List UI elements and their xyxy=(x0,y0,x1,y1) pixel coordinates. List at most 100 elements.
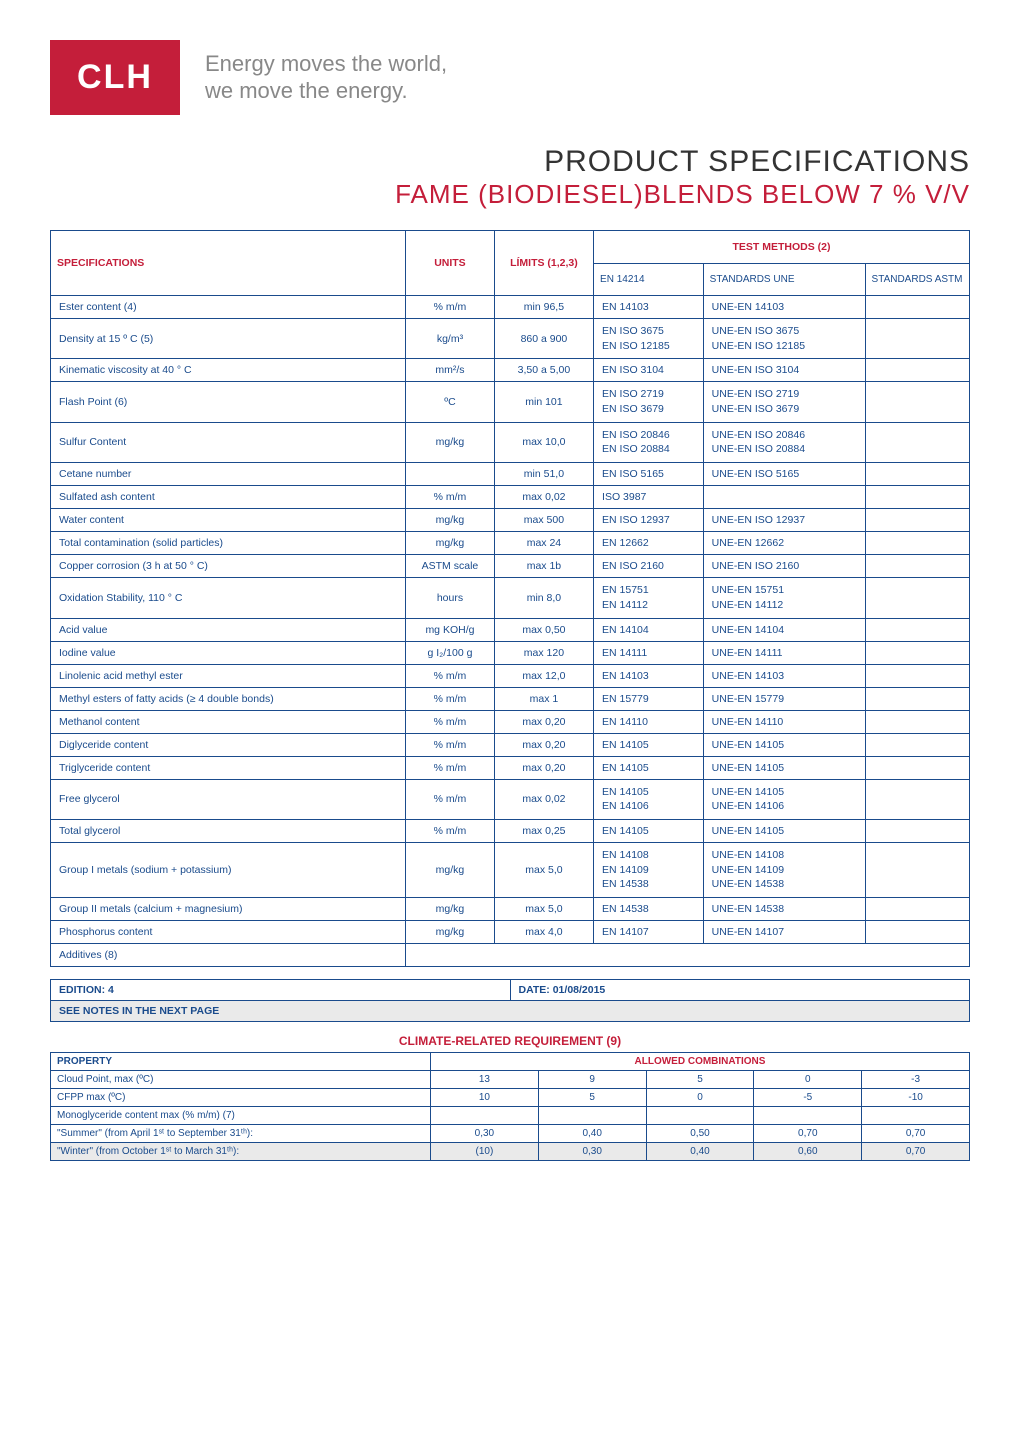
spec-cell: EN ISO 3104 xyxy=(594,359,704,382)
spec-cell: Total glycerol xyxy=(51,819,406,842)
climate-col-combinations: ALLOWED COMBINATIONS xyxy=(431,1052,970,1070)
table-row: Total contamination (solid particles)mg/… xyxy=(51,532,970,555)
spec-cell: max 0,20 xyxy=(494,710,593,733)
climate-value-cell: 0,30 xyxy=(431,1124,539,1142)
climate-value-cell: 9 xyxy=(538,1070,646,1088)
spec-cell: Methyl esters of fatty acids (≥ 4 double… xyxy=(51,687,406,710)
spec-cell xyxy=(865,532,969,555)
spec-cell: Linolenic acid methyl ester xyxy=(51,664,406,687)
spec-cell: EN 14103 xyxy=(594,296,704,319)
spec-cell: max 1b xyxy=(494,555,593,578)
climate-value-cell: 0 xyxy=(754,1070,862,1088)
spec-cell: min 8,0 xyxy=(494,578,593,618)
spec-cell: EN ISO 12937 xyxy=(594,509,704,532)
spec-cell: Oxidation Stability, 110 ° C xyxy=(51,578,406,618)
spec-cell xyxy=(865,486,969,509)
spec-cell: max 0,50 xyxy=(494,618,593,641)
climate-value-cell: 5 xyxy=(646,1070,754,1088)
spec-cell: UNE-EN 15779 xyxy=(703,687,865,710)
spec-cell: Cetane number xyxy=(51,463,406,486)
spec-cell: Group II metals (calcium + magnesium) xyxy=(51,897,406,920)
spec-cell: UNE-EN ISO 2160 xyxy=(703,555,865,578)
climate-value-cell: 13 xyxy=(431,1070,539,1088)
climate-value-cell: -5 xyxy=(754,1088,862,1106)
climate-value-cell: -3 xyxy=(862,1070,970,1088)
table-row: Oxidation Stability, 110 ° Choursmin 8,0… xyxy=(51,578,970,618)
spec-cell xyxy=(865,710,969,733)
spec-cell: ISO 3987 xyxy=(594,486,704,509)
spec-cell: Flash Point (6) xyxy=(51,382,406,422)
spec-cell: g I₂/100 g xyxy=(406,641,495,664)
spec-cell: 860 a 900 xyxy=(494,319,593,359)
spec-cell xyxy=(865,296,969,319)
tagline-line-1: Energy moves the world, xyxy=(205,51,447,77)
table-row: Density at 15 º C (5)kg/m³860 a 900EN IS… xyxy=(51,319,970,359)
col-specifications: SPECIFICATIONS xyxy=(51,231,406,296)
spec-cell: EN 14111 xyxy=(594,641,704,664)
spec-cell: max 0,02 xyxy=(494,779,593,819)
spec-cell: mg/kg xyxy=(406,920,495,943)
spec-cell: % m/m xyxy=(406,779,495,819)
climate-value-cell xyxy=(431,1106,539,1124)
spec-cell: EN 14107 xyxy=(594,920,704,943)
spec-cell xyxy=(703,486,865,509)
spec-cell: ASTM scale xyxy=(406,555,495,578)
spec-cell: max 0,20 xyxy=(494,733,593,756)
table-row: Acid valuemg KOH/gmax 0,50EN 14104UNE-EN… xyxy=(51,618,970,641)
spec-cell: max 0,02 xyxy=(494,486,593,509)
spec-cell: EN 15751EN 14112 xyxy=(594,578,704,618)
spec-cell: kg/m³ xyxy=(406,319,495,359)
table-row: Group I metals (sodium + potassium)mg/kg… xyxy=(51,842,970,897)
col-units: UNITS xyxy=(406,231,495,296)
spec-cell: max 500 xyxy=(494,509,593,532)
table-row: Total glycerol% m/mmax 0,25EN 14105UNE-E… xyxy=(51,819,970,842)
tagline-line-2: we move the energy. xyxy=(205,78,447,104)
table-row: Methyl esters of fatty acids (≥ 4 double… xyxy=(51,687,970,710)
table-row: Monoglyceride content max (% m/m) (7) xyxy=(51,1106,970,1124)
table-row: Phosphorus contentmg/kgmax 4,0EN 14107UN… xyxy=(51,920,970,943)
spec-cell: mm²/s xyxy=(406,359,495,382)
spec-cell: Water content xyxy=(51,509,406,532)
spec-cell: % m/m xyxy=(406,687,495,710)
climate-value-cell: 0 xyxy=(646,1088,754,1106)
spec-cell: UNE-EN 14103 xyxy=(703,296,865,319)
spec-cell: Ester content (4) xyxy=(51,296,406,319)
spec-cell: UNE-EN 14110 xyxy=(703,710,865,733)
spec-cell: UNE-EN 14105 xyxy=(703,756,865,779)
spec-cell: mg KOH/g xyxy=(406,618,495,641)
edition-box: EDITION: 4 DATE: 01/08/2015 SEE NOTES IN… xyxy=(50,979,970,1022)
climate-value-cell: 0,70 xyxy=(862,1142,970,1160)
climate-value-cell: -10 xyxy=(862,1088,970,1106)
spec-cell xyxy=(865,733,969,756)
spec-cell: Sulfated ash content xyxy=(51,486,406,509)
spec-cell: EN 14104 xyxy=(594,618,704,641)
spec-cell: EN 12662 xyxy=(594,532,704,555)
col-standards-une: STANDARDS UNE xyxy=(703,264,865,296)
spec-cell xyxy=(865,842,969,897)
edition-label: EDITION: 4 xyxy=(51,979,511,1000)
spec-cell xyxy=(865,509,969,532)
logo: CLH xyxy=(50,40,180,115)
table-row: Methanol content% m/mmax 0,20EN 14110UNE… xyxy=(51,710,970,733)
spec-cell: Density at 15 º C (5) xyxy=(51,319,406,359)
spec-cell: EN ISO 5165 xyxy=(594,463,704,486)
spec-cell: max 4,0 xyxy=(494,920,593,943)
climate-property-cell: CFPP max (ºC) xyxy=(51,1088,431,1106)
spec-cell: UNE-EN 12662 xyxy=(703,532,865,555)
spec-cell: UNE-EN 14105UNE-EN 14106 xyxy=(703,779,865,819)
spec-cell: max 1 xyxy=(494,687,593,710)
climate-property-cell: "Winter" (from October 1ˢᵗ to March 31ᵗʰ… xyxy=(51,1142,431,1160)
spec-cell xyxy=(865,819,969,842)
spec-cell xyxy=(865,382,969,422)
climate-value-cell: 0,50 xyxy=(646,1124,754,1142)
spec-cell: EN ISO 2160 xyxy=(594,555,704,578)
col-standards-astm: STANDARDS ASTM xyxy=(865,264,969,296)
spec-cell: max 5,0 xyxy=(494,842,593,897)
table-row: Diglyceride content% m/mmax 0,20EN 14105… xyxy=(51,733,970,756)
spec-cell: UNE-EN 14107 xyxy=(703,920,865,943)
spec-cell: max 12,0 xyxy=(494,664,593,687)
spec-cell: EN 14105 xyxy=(594,819,704,842)
spec-cell: EN 15779 xyxy=(594,687,704,710)
table-row: Linolenic acid methyl ester% m/mmax 12,0… xyxy=(51,664,970,687)
spec-cell: Kinematic viscosity at 40 ° C xyxy=(51,359,406,382)
